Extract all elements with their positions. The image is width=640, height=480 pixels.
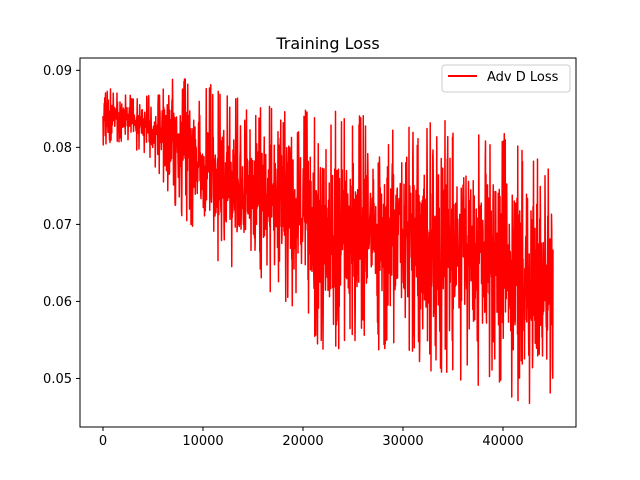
legend: Adv D Loss (441, 64, 571, 93)
y-tick-label: 0.08 (43, 141, 72, 156)
x-tick-label: 40000 (482, 434, 523, 449)
x-tick-label: 20000 (282, 434, 323, 449)
plot-frame (79, 57, 577, 428)
x-axis: 0 10000 20000 30000 40000 (99, 427, 524, 449)
legend-box (441, 64, 571, 93)
x-tick-label: 10000 (182, 434, 223, 449)
y-axis: 0.05 0.06 0.07 0.08 0.09 (43, 64, 80, 387)
x-tick-label: 30000 (382, 434, 423, 449)
series-line-adv-d-loss (102, 78, 554, 405)
chart-title: Training Loss (275, 34, 379, 53)
x-tick-label: 0 (99, 434, 107, 449)
legend-label-adv-d-loss: Adv D Loss (487, 70, 559, 85)
y-tick-label: 0.09 (43, 64, 72, 79)
y-tick-label: 0.07 (43, 218, 72, 233)
y-tick-label: 0.05 (43, 372, 72, 387)
y-tick-label: 0.06 (43, 295, 72, 310)
series-layer (102, 78, 554, 405)
